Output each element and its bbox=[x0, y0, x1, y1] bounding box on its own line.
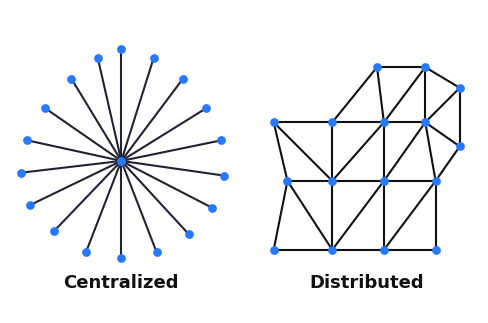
Point bbox=[421, 65, 429, 70]
Point bbox=[456, 144, 464, 149]
Text: Centralized: Centralized bbox=[63, 274, 179, 292]
Point bbox=[328, 178, 336, 183]
Point bbox=[220, 173, 228, 178]
Point bbox=[118, 158, 125, 163]
Point bbox=[373, 65, 381, 70]
Point bbox=[150, 56, 158, 61]
Point bbox=[328, 120, 336, 125]
Point bbox=[456, 85, 464, 90]
Point bbox=[26, 203, 34, 208]
Point bbox=[118, 47, 125, 52]
Point bbox=[380, 120, 388, 125]
Point bbox=[203, 106, 210, 111]
Point bbox=[284, 178, 291, 183]
Point bbox=[185, 232, 193, 237]
Point bbox=[380, 178, 388, 183]
Point bbox=[270, 247, 278, 252]
Point bbox=[82, 249, 90, 255]
Point bbox=[421, 120, 429, 125]
Point bbox=[328, 247, 336, 252]
Point bbox=[94, 56, 102, 61]
Point bbox=[270, 120, 278, 125]
Point bbox=[432, 178, 440, 183]
Point bbox=[179, 76, 187, 81]
Point bbox=[118, 255, 125, 260]
Point bbox=[153, 249, 161, 255]
Point bbox=[217, 138, 225, 143]
Point bbox=[380, 247, 388, 252]
Point bbox=[18, 170, 25, 175]
Point bbox=[50, 229, 58, 234]
Point bbox=[432, 247, 440, 252]
Point bbox=[23, 138, 31, 143]
Text: Distributed: Distributed bbox=[309, 274, 424, 292]
Point bbox=[41, 106, 49, 111]
Point bbox=[67, 76, 75, 81]
Point bbox=[208, 205, 216, 211]
